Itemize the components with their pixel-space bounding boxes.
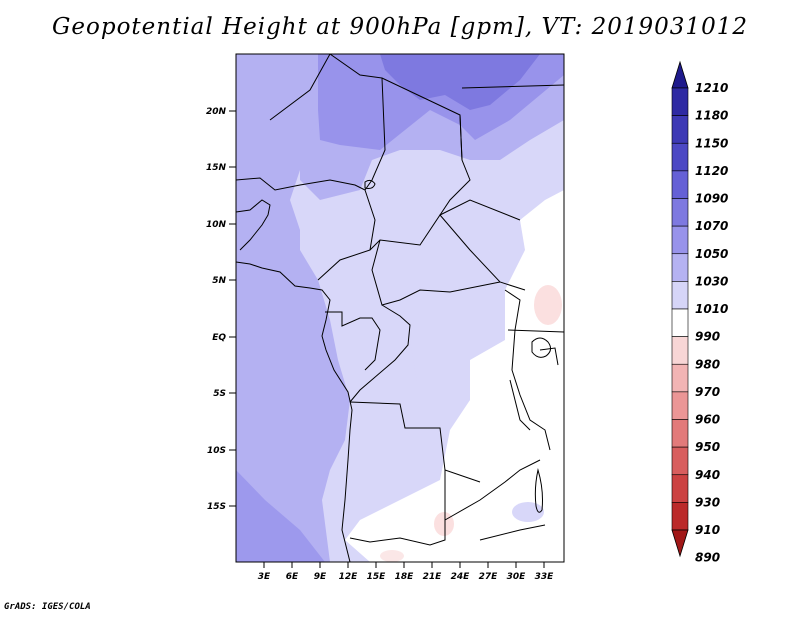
lon-label-18e: 18E <box>395 572 415 582</box>
lat-label-5s: 5S <box>213 389 226 399</box>
lat-label-15n: 15N <box>206 163 227 173</box>
border-line-13 <box>349 401 481 483</box>
colorbar-segment <box>671 363 689 393</box>
border-line-10 <box>439 199 521 221</box>
colorbar-segment <box>671 474 689 503</box>
colorbar-segment <box>671 198 689 227</box>
field-990-patch-1 <box>534 285 562 325</box>
field-990-patch-2 <box>434 512 454 536</box>
border-line-16 <box>479 524 546 541</box>
field-1030-patch <box>410 290 505 420</box>
lon-axis: 3E 6E 9E 12E 15E 18E 21E 24E 27E 30E 33E <box>258 562 554 582</box>
lon-label-27e: 27E <box>479 572 499 582</box>
lake-tanganyika <box>509 379 531 431</box>
colorbar-segment <box>671 170 689 199</box>
colorbar-segment <box>671 115 689 144</box>
border-line-11 <box>325 311 381 371</box>
lon-label-21e: 21E <box>423 572 443 582</box>
border-line-20 <box>539 347 559 366</box>
colorbar-label: 970 <box>695 385 720 399</box>
lat-label-5n: 5N <box>212 276 226 286</box>
border-line-2 <box>364 77 386 191</box>
chart-title: Geopotential Height at 900hPa [gpm], VT:… <box>52 14 748 40</box>
lon-label-24e: 24E <box>451 572 471 582</box>
lon-label-33e: 33E <box>535 572 555 582</box>
border-line-15 <box>444 459 541 521</box>
colorbar-bottom-arrow <box>671 529 689 558</box>
border-line-6 <box>236 177 366 191</box>
border-line-17 <box>507 329 564 333</box>
border-line-9 <box>371 239 501 306</box>
map-frame <box>235 53 565 563</box>
lat-label-10s: 10S <box>207 446 226 456</box>
colorbar-segment <box>671 308 689 337</box>
colorbar-segment <box>671 225 689 255</box>
lat-label-15s: 15S <box>207 502 226 512</box>
border-line-14 <box>349 470 446 546</box>
colorbar-label: 1010 <box>695 302 728 316</box>
colorbar-label: 950 <box>695 440 720 454</box>
colorbar-segment <box>671 446 689 476</box>
colorbar-segments <box>671 87 689 531</box>
lon-label-9e: 9E <box>314 572 327 582</box>
colorbar-label: 1070 <box>695 219 728 233</box>
colorbar-segment <box>671 502 689 531</box>
lon-label-6e: 6E <box>286 572 299 582</box>
colorbar-label: 1050 <box>695 247 728 261</box>
colorbar-segment <box>671 391 689 420</box>
boundaries <box>236 54 564 562</box>
border-line-4 <box>461 84 564 89</box>
colorbar-labels: 1210 1180 1150 1120 1090 1070 1050 1030 1010 990 9… <box>695 81 728 565</box>
border-line-19 <box>236 199 271 251</box>
border-line-5 <box>269 54 331 121</box>
lon-label-30e: 30E <box>507 572 527 582</box>
colorbar-segment <box>671 281 689 310</box>
border-line-12 <box>349 304 411 403</box>
colorbar-label: 1090 <box>695 192 728 206</box>
colorbar-label: 910 <box>695 523 720 537</box>
colorbar-label: 980 <box>695 357 720 371</box>
field-1010-east <box>345 190 564 562</box>
border-line-3 <box>439 114 471 216</box>
colorbar-segment <box>671 336 689 365</box>
lon-label-3e: 3E <box>258 572 271 582</box>
lake-victoria <box>531 337 552 358</box>
lake-chad <box>364 179 376 189</box>
footer-credit: GrADS: IGES/COLA <box>4 602 91 612</box>
lat-label-eq: EQ <box>212 333 226 343</box>
colorbar-label: 1210 <box>695 81 728 95</box>
lat-label-20n: 20N <box>206 107 227 117</box>
colorbar-label: 1120 <box>695 164 728 178</box>
lake-malawi <box>534 468 543 513</box>
field-990-patch-3 <box>380 550 404 562</box>
colorbar-label: 940 <box>695 468 720 482</box>
lat-label-10n: 10N <box>206 220 227 230</box>
colorbar-segment <box>671 253 689 282</box>
border-line-18 <box>504 289 551 451</box>
field-1070-sw <box>236 470 325 562</box>
colorbar-label: 930 <box>695 495 720 509</box>
lat-axis: 20N 15N 10N 5N EQ 5S 10S 15S <box>206 107 236 512</box>
colorbar-label: 990 <box>695 330 720 344</box>
colorbar-label: 890 <box>695 551 720 565</box>
colorbar-segment <box>671 142 689 172</box>
colorbar-top-arrow <box>671 60 689 89</box>
lon-label-12e: 12E <box>339 572 359 582</box>
height-field <box>236 54 564 562</box>
colorbar-segment <box>671 87 689 116</box>
lon-label-15e: 15E <box>367 572 387 582</box>
coastline <box>236 261 353 562</box>
colorbar-label: 1030 <box>695 274 728 288</box>
colorbar-segment <box>671 419 689 448</box>
colorbar-label: 1180 <box>695 109 728 123</box>
colorbar-label: 1150 <box>695 136 728 150</box>
colorbar: 1210 1180 1150 1120 1090 1070 1050 1030 1010 990 9… <box>671 60 728 565</box>
colorbar-label: 960 <box>695 413 720 427</box>
